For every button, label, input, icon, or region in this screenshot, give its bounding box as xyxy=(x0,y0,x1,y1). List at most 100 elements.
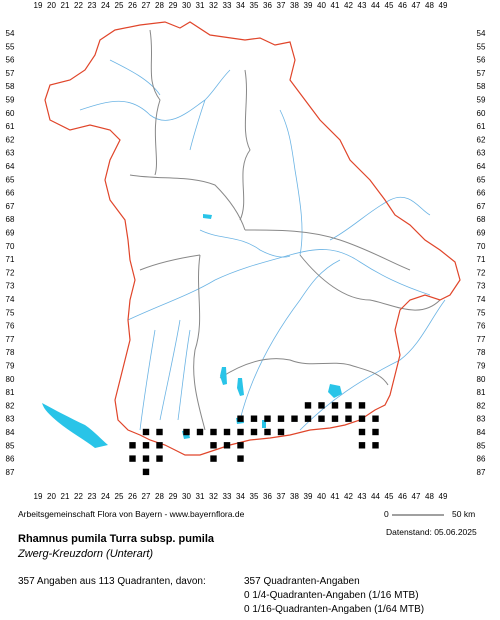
y-tick-label-left: 62 xyxy=(6,135,15,144)
x-tick-label-top: 30 xyxy=(182,1,191,10)
occurrence-dot xyxy=(318,402,325,409)
boundary-mittelfranken xyxy=(129,174,246,231)
y-tick-label-left: 61 xyxy=(6,122,15,131)
y-tick-label-right: 56 xyxy=(477,56,486,65)
regnitz-river xyxy=(189,99,206,151)
isar-river xyxy=(239,259,341,421)
x-tick-label-top: 47 xyxy=(412,1,421,10)
y-tick-label-right: 76 xyxy=(477,322,486,331)
x-tick-label-bottom: 24 xyxy=(101,492,110,500)
regen-river xyxy=(329,197,431,241)
x-tick-label-top: 28 xyxy=(155,1,164,10)
occurrence-dot xyxy=(372,442,379,449)
y-tick-label-right: 72 xyxy=(477,268,486,277)
stats-sixteenth: 0 1/16-Quadranten-Angaben (1/64 MTB) xyxy=(244,604,425,615)
y-tick-label-left: 73 xyxy=(6,282,15,291)
y-tick-label-right: 71 xyxy=(477,255,486,264)
x-tick-label-bottom: 45 xyxy=(385,492,394,500)
occurrence-dot xyxy=(142,455,150,462)
y-tick-label-left: 85 xyxy=(6,441,15,450)
y-tick-label-right: 58 xyxy=(477,82,486,91)
y-tick-label-right: 83 xyxy=(477,415,486,424)
occurrence-dot xyxy=(358,428,366,436)
x-tick-label-bottom: 44 xyxy=(371,492,380,500)
x-tick-label-top: 38 xyxy=(290,1,299,10)
occurrence-dot xyxy=(331,415,339,422)
occurrence-dot xyxy=(277,415,285,422)
y-tick-label-left: 69 xyxy=(6,229,15,238)
scale-bar xyxy=(392,514,444,516)
boundary-schwaben-north xyxy=(139,254,201,271)
y-tick-label-right: 57 xyxy=(477,69,486,78)
inn-river xyxy=(299,299,446,431)
x-tick-label-bottom: 41 xyxy=(331,492,340,500)
x-tick-label-top: 31 xyxy=(196,1,205,10)
occurrence-dot xyxy=(277,428,285,436)
y-tick-label-right: 85 xyxy=(477,441,486,450)
occurrence-dot xyxy=(304,402,312,409)
y-tick-label-left: 84 xyxy=(6,428,15,437)
x-tick-label-bottom: 20 xyxy=(47,492,56,500)
x-tick-label-top: 25 xyxy=(115,1,124,10)
y-tick-label-left: 54 xyxy=(6,29,15,38)
occurrence-dot xyxy=(291,415,298,422)
occurrence-dot xyxy=(129,442,136,449)
y-tick-label-left: 58 xyxy=(6,82,15,91)
occurrence-dot xyxy=(250,415,258,422)
y-tick-label-left: 66 xyxy=(6,189,15,198)
x-tick-label-top: 46 xyxy=(398,1,407,10)
y-tick-label-right: 77 xyxy=(477,335,486,344)
stats-quadrant: 357 Quadranten-Angaben xyxy=(244,576,360,587)
x-tick-label-top: 44 xyxy=(371,1,380,10)
x-tick-label-bottom: 19 xyxy=(34,492,43,500)
x-tick-label-top: 48 xyxy=(425,1,434,10)
x-tick-label-top: 26 xyxy=(128,1,137,10)
source-credit: Arbeitsgemeinschaft Flora von Bayern - w… xyxy=(18,509,245,519)
wertach-river xyxy=(159,319,181,421)
occurrence-dot xyxy=(331,402,339,409)
x-tick-label-bottom: 46 xyxy=(398,492,407,500)
x-tick-label-bottom: 27 xyxy=(142,492,151,500)
y-tick-label-left: 65 xyxy=(6,175,15,184)
map-grid: 19 19 20 20 21 21 22 22 23 23 24 24 25 25 26 26 27 27 28 28… xyxy=(6,1,486,500)
x-tick-label-bottom: 29 xyxy=(169,492,178,500)
x-tick-label-top: 41 xyxy=(331,1,340,10)
y-tick-label-left: 68 xyxy=(6,215,15,224)
y-tick-label-left: 71 xyxy=(6,255,15,264)
occurrence-dot xyxy=(237,442,244,449)
danube-river xyxy=(127,249,431,321)
y-tick-label-right: 61 xyxy=(477,122,486,131)
occurrence-dot xyxy=(156,428,163,436)
occurrence-dot xyxy=(142,442,150,449)
occurrence-dot xyxy=(372,415,379,422)
y-tick-label-right: 67 xyxy=(477,202,486,211)
scale-end: 50 km xyxy=(452,509,476,519)
y-tick-label-right: 87 xyxy=(477,468,486,477)
y-tick-label-right: 64 xyxy=(477,162,486,171)
occurrence-dot xyxy=(223,428,231,436)
x-tick-label-top: 34 xyxy=(236,1,245,10)
y-tick-label-right: 59 xyxy=(477,96,486,105)
y-tick-label-right: 55 xyxy=(477,42,486,51)
naab-river xyxy=(279,109,303,256)
x-tick-label-bottom: 31 xyxy=(196,492,205,500)
distribution-map: 19 19 20 20 21 21 22 22 23 23 24 24 25 25 26 26 27 27 28 28… xyxy=(6,1,486,500)
x-tick-label-top: 45 xyxy=(385,1,394,10)
boundary-oberfranken-oberpfalz xyxy=(239,69,251,221)
y-tick-label-left: 76 xyxy=(6,322,15,331)
occurrence-dot xyxy=(304,415,312,422)
x-tick-label-top: 37 xyxy=(277,1,286,10)
x-tick-label-bottom: 36 xyxy=(263,492,272,500)
occurrence-dot xyxy=(372,428,379,436)
y-tick-label-right: 60 xyxy=(477,109,486,118)
boundary-oberpfalz-niederbayern xyxy=(244,229,411,271)
x-tick-label-top: 39 xyxy=(304,1,313,10)
y-tick-label-right: 82 xyxy=(477,401,486,410)
y-tick-label-left: 79 xyxy=(6,362,15,371)
y-tick-label-left: 70 xyxy=(6,242,15,251)
x-tick-label-bottom: 38 xyxy=(290,492,299,500)
tegernsee xyxy=(262,420,266,428)
x-tick-label-bottom: 40 xyxy=(317,492,326,500)
occurrence-dot xyxy=(237,415,244,422)
x-tick-label-bottom: 47 xyxy=(412,492,421,500)
